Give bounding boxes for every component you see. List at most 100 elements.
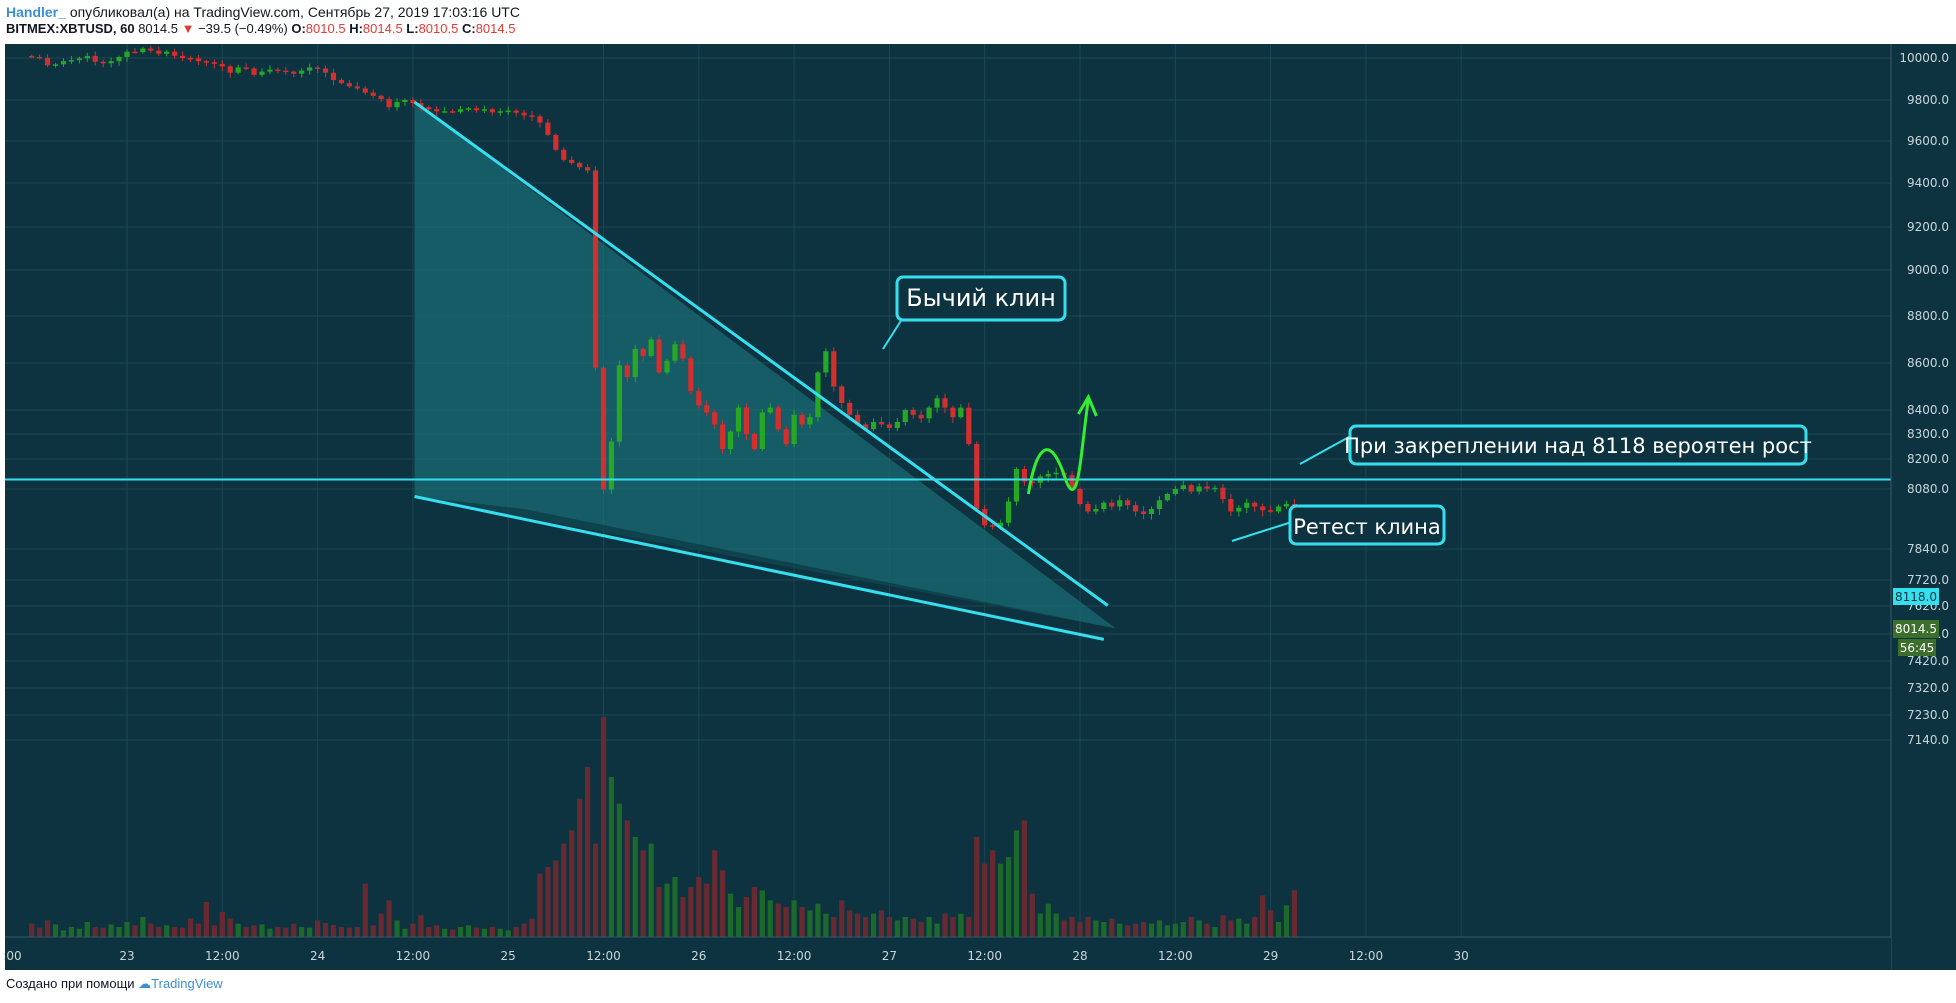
candle-body: [227, 66, 233, 73]
candle-body: [608, 441, 615, 490]
volume-bar: [187, 918, 194, 937]
volume-bar: [227, 918, 233, 937]
volume-bar: [735, 907, 742, 937]
time-tick-label: 12:00: [777, 949, 812, 963]
time-tick-label: 29: [1263, 949, 1278, 963]
growth-callout[interactable]: При закреплении над 8118 вероятен рост: [1299, 424, 1812, 466]
volume-bar: [132, 925, 138, 937]
volume-bar: [1085, 917, 1091, 937]
candle-body: [743, 407, 750, 434]
volume-bar: [1260, 895, 1266, 937]
volume-bar: [1172, 923, 1178, 937]
time-axis-panel[interactable]: [5, 937, 1891, 970]
symbol-label: BITMEX:XBTUSD, 60: [6, 21, 135, 36]
volume-bar: [775, 903, 781, 937]
volume-bar: [44, 920, 51, 937]
candlestick-chart[interactable]: Бычий клин При закреплении над 8118 веро…: [0, 40, 1956, 970]
volume-bar: [569, 830, 575, 937]
volume-bar: [219, 912, 225, 937]
candle-body: [720, 424, 726, 449]
volume-bar: [926, 917, 932, 937]
candle-body: [1268, 510, 1274, 512]
candle-body: [680, 344, 686, 359]
price-tick-label: 7140.0: [1907, 733, 1949, 747]
down-triangle-icon: ▼: [181, 21, 195, 36]
volume-bar: [1164, 925, 1170, 937]
volume-bar: [1117, 923, 1123, 937]
volume-bar: [632, 837, 638, 937]
volume-bar: [982, 863, 988, 937]
candle-body: [187, 58, 194, 60]
price-change: −39.5 (−0.49%): [198, 21, 288, 36]
volume-bar: [1156, 920, 1163, 937]
retest-callout[interactable]: Ретест клина: [1231, 504, 1446, 546]
tradingview-brand-link[interactable]: TradingView: [151, 976, 223, 991]
candle-body: [370, 92, 376, 96]
time-tick-label: 28: [1072, 949, 1087, 963]
candle-body: [76, 58, 82, 61]
price-tick-label: 8300.0: [1907, 427, 1949, 441]
candle-body: [735, 407, 742, 432]
candle-body: [164, 51, 170, 54]
growth-callout-label: При закреплении над 8118 вероятен рост: [1344, 434, 1812, 458]
price-axis-panel[interactable]: [1891, 44, 1956, 970]
candle-body: [442, 111, 448, 113]
volume-bar: [902, 917, 908, 937]
volume-bar: [52, 924, 59, 937]
volume-bar: [362, 883, 368, 937]
candle-body: [1085, 504, 1091, 512]
volume-bar: [195, 923, 202, 937]
volume-bar: [529, 918, 535, 937]
lower-trendline[interactable]: [414, 495, 1105, 641]
volume-bar: [1252, 917, 1258, 937]
price-tick-label: 8800.0: [1907, 309, 1949, 323]
candle-body: [148, 48, 154, 51]
candle-body: [52, 64, 59, 66]
price-tick-label: 8200.0: [1907, 452, 1949, 466]
candle-body: [386, 98, 392, 108]
volume-bar: [76, 928, 82, 937]
volume-bars: [29, 717, 1298, 937]
callouts[interactable]: Бычий клин При закреплении над 8118 веро…: [882, 275, 1812, 546]
volume-bar: [442, 928, 448, 937]
volume-bar: [1069, 917, 1075, 937]
candle-body: [799, 414, 805, 425]
candle-body: [696, 391, 702, 406]
axis-panels: [5, 44, 1956, 970]
annotation-overlay[interactable]: [5, 100, 1891, 641]
volume-bar: [640, 850, 646, 937]
volume-bar: [402, 928, 408, 937]
volume-bar: [338, 927, 345, 937]
volume-bar: [855, 913, 861, 937]
volume-bar: [116, 927, 122, 937]
candle-body: [450, 111, 456, 113]
volume-bar: [600, 717, 607, 937]
price-tick-label: 7320.0: [1907, 681, 1949, 695]
volume-bar: [767, 900, 773, 937]
candle-body: [751, 434, 757, 449]
candle-body: [156, 50, 162, 54]
candle-body: [1125, 500, 1131, 506]
volume-bar: [1220, 915, 1226, 937]
volume-bar: [465, 925, 472, 937]
candle-body: [767, 407, 773, 413]
candle-body: [203, 61, 210, 63]
candle-body: [513, 110, 519, 113]
candle-body: [211, 62, 217, 64]
candle-body: [926, 407, 932, 419]
author-link[interactable]: Handler_: [6, 4, 66, 20]
time-tick-label: 12:00: [1349, 949, 1384, 963]
price-tick-label: 9200.0: [1907, 220, 1949, 234]
candle-body: [44, 58, 51, 66]
candle-body: [807, 417, 813, 425]
volume-bar: [346, 927, 352, 937]
upper-trendline[interactable]: [413, 100, 1109, 607]
candle-body: [68, 60, 75, 62]
candle-body: [402, 100, 408, 103]
volume-bar: [1196, 920, 1202, 937]
bullish-wedge-drawing[interactable]: [414, 102, 1116, 629]
time-tick-label: 12:00: [1158, 949, 1193, 963]
wedge-callout[interactable]: Бычий клин: [882, 275, 1067, 350]
volume-bar: [497, 928, 503, 937]
candle-body: [489, 109, 495, 113]
